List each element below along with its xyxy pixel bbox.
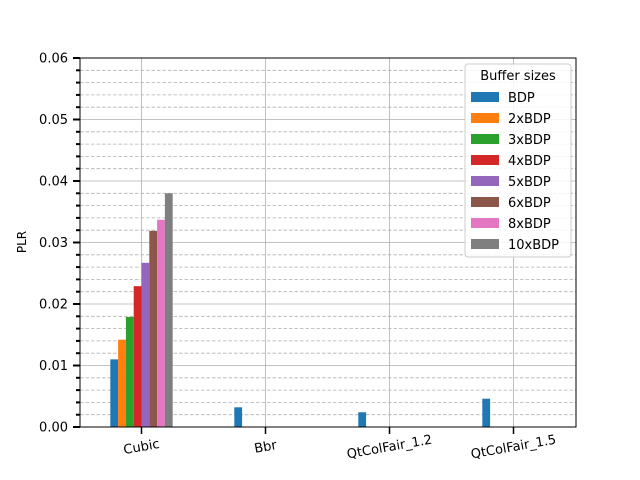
bar: [482, 398, 491, 427]
legend-label: 4xBDP: [508, 154, 551, 169]
y-tick-label: 0.04: [39, 175, 68, 190]
legend-swatch: [471, 113, 499, 123]
bar: [234, 407, 243, 427]
legend-title: Buffer sizes: [480, 69, 556, 84]
legend-swatch: [471, 239, 499, 249]
legend-label: 2xBDP: [508, 112, 551, 127]
legend-swatch: [471, 176, 499, 186]
y-tick-label: 0.00: [39, 421, 68, 436]
legend: Buffer sizes BDP 2xBDP 3xBDP 4xBDP 5xBDP 6xBDP…: [464, 63, 572, 258]
bar: [110, 359, 119, 427]
legend-box: [464, 63, 572, 258]
legend-label: 10xBDP: [508, 238, 559, 253]
legend-swatch: [471, 134, 499, 144]
legend-swatch: [471, 197, 499, 207]
y-axis: 0.00 0.01 0.02 0.03 0.04 0.05 0.06: [39, 52, 80, 436]
bar: [164, 193, 173, 427]
y-tick-label: 0.03: [39, 236, 68, 251]
x-tick-label: Cubic: [122, 437, 160, 458]
legend-swatch: [471, 218, 499, 228]
legend-label: 8xBDP: [508, 217, 551, 232]
x-tick-label: Bbr: [253, 438, 278, 457]
bar: [141, 262, 150, 427]
bar: [157, 219, 165, 427]
bar: [125, 316, 134, 427]
legend-swatch: [471, 92, 499, 102]
bar: [358, 412, 367, 427]
y-tick-label: 0.05: [39, 113, 68, 128]
y-tick-label: 0.06: [39, 52, 68, 67]
y-axis-label: PLR: [15, 231, 29, 253]
y-tick-label: 0.02: [39, 298, 68, 313]
legend-label: 3xBDP: [508, 133, 551, 148]
legend-label: 6xBDP: [508, 196, 551, 211]
legend-label: BDP: [508, 91, 535, 106]
legend-swatch: [471, 155, 499, 165]
bar: [149, 230, 158, 427]
bar: [133, 286, 142, 427]
y-tick-label: 0.01: [39, 359, 68, 374]
bar: [118, 339, 126, 427]
bars: [110, 193, 491, 427]
legend-label: 5xBDP: [508, 175, 551, 190]
